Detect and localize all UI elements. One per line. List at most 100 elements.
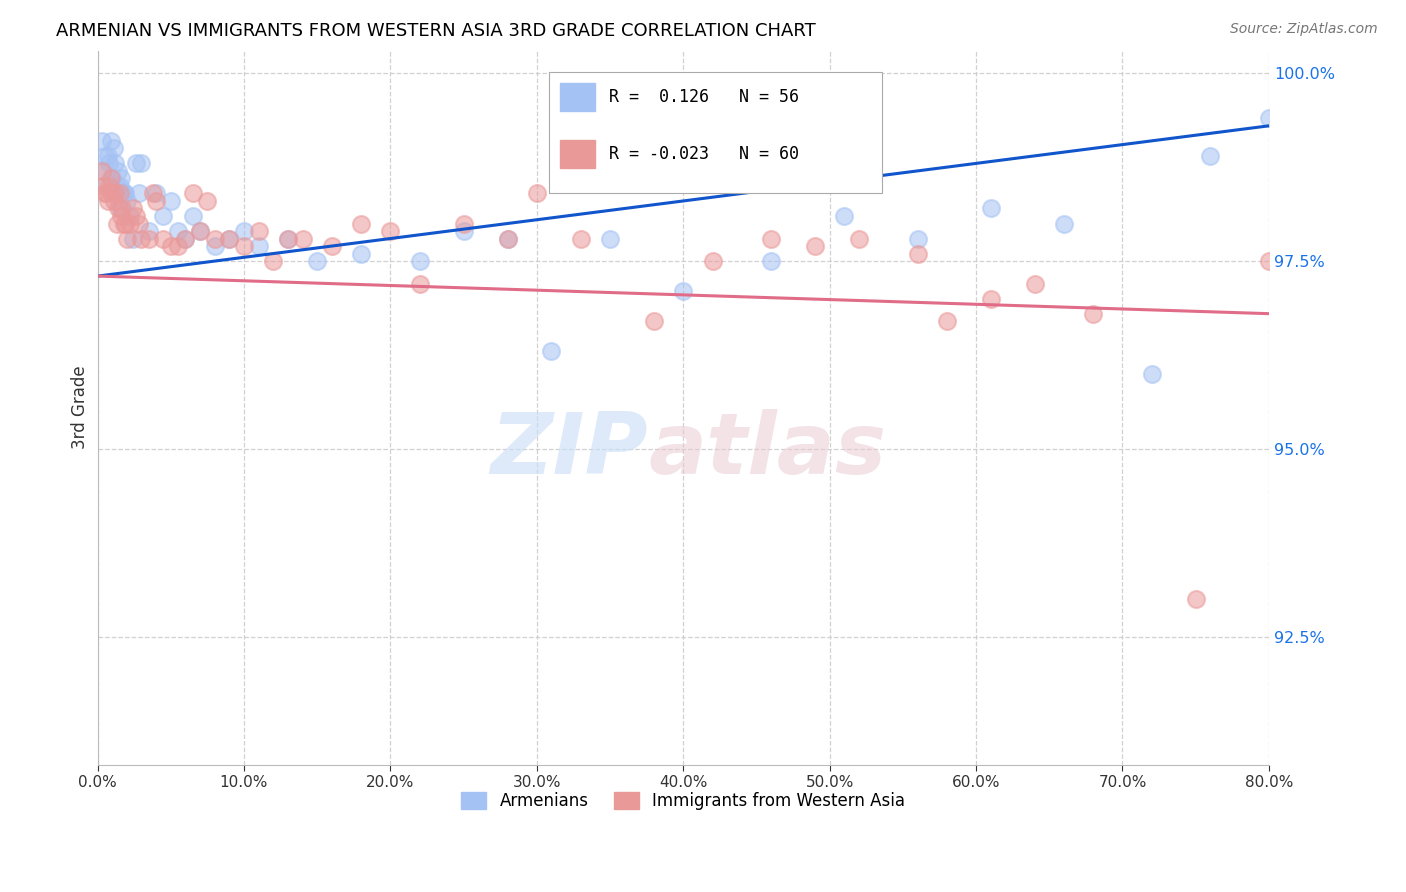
Point [103, 141, 125, 155]
Point [100, 134, 122, 148]
Point [569, 231, 592, 245]
Point [181, 186, 204, 201]
Point [174, 231, 197, 245]
Point [262, 254, 284, 268]
Point [91, 134, 114, 148]
Point [98, 178, 121, 193]
Point [453, 224, 475, 238]
Point [111, 186, 134, 201]
Point [110, 171, 132, 186]
Point [907, 246, 929, 260]
Point [114, 186, 136, 201]
Legend: Armenians, Immigrants from Western Asia: Armenians, Immigrants from Western Asia [454, 785, 911, 817]
Point [247, 224, 270, 238]
Point [321, 239, 343, 253]
Point [526, 186, 548, 201]
Point [121, 202, 143, 216]
Point [277, 231, 299, 245]
Point [759, 231, 782, 245]
Point [1257, 112, 1279, 126]
Point [128, 217, 150, 231]
Point [197, 194, 219, 208]
Point [107, 202, 129, 216]
Point [124, 156, 146, 170]
Point [112, 217, 135, 231]
Point [540, 344, 562, 359]
FancyBboxPatch shape [560, 140, 595, 169]
Point [980, 292, 1002, 306]
Point [159, 239, 181, 253]
Point [142, 186, 165, 201]
Point [138, 224, 160, 238]
Point [101, 186, 124, 201]
Point [935, 314, 957, 328]
Point [114, 217, 136, 231]
Point [111, 202, 134, 216]
Point [496, 231, 519, 245]
Point [188, 224, 211, 238]
Point [167, 224, 190, 238]
Point [124, 209, 146, 223]
Point [233, 224, 256, 238]
Point [307, 254, 329, 268]
Point [96, 178, 118, 193]
Point [204, 231, 226, 245]
Point [277, 231, 299, 245]
Point [112, 186, 135, 201]
Point [115, 194, 138, 208]
Point [1257, 254, 1279, 268]
Point [152, 231, 174, 245]
Point [1184, 592, 1206, 607]
Point [204, 239, 226, 253]
Point [291, 231, 314, 245]
Point [408, 277, 430, 291]
Point [174, 231, 197, 245]
Point [91, 164, 114, 178]
Point [907, 231, 929, 245]
Point [643, 314, 665, 328]
Point [159, 194, 181, 208]
Point [247, 239, 270, 253]
Point [94, 186, 117, 201]
Text: Source: ZipAtlas.com: Source: ZipAtlas.com [1230, 22, 1378, 37]
Point [131, 231, 153, 245]
Point [93, 178, 115, 193]
Point [96, 186, 118, 201]
Point [145, 194, 167, 208]
Text: ARMENIAN VS IMMIGRANTS FROM WESTERN ASIA 3RD GRADE CORRELATION CHART: ARMENIAN VS IMMIGRANTS FROM WESTERN ASIA… [56, 22, 815, 40]
Point [105, 217, 128, 231]
Point [145, 186, 167, 201]
Text: ZIP: ZIP [491, 409, 648, 491]
Point [131, 156, 153, 170]
Point [181, 209, 204, 223]
Point [108, 202, 131, 216]
Point [496, 231, 519, 245]
Point [93, 164, 115, 178]
Point [97, 194, 120, 208]
Point [97, 149, 120, 163]
Point [100, 171, 122, 186]
Point [101, 186, 124, 201]
Text: R = -0.023   N = 60: R = -0.023 N = 60 [609, 145, 800, 163]
Point [118, 209, 141, 223]
Point [599, 231, 621, 245]
Point [108, 178, 131, 193]
Point [1024, 277, 1046, 291]
Point [702, 254, 724, 268]
Point [1053, 217, 1076, 231]
Point [98, 156, 121, 170]
Point [350, 217, 373, 231]
Point [848, 231, 870, 245]
FancyBboxPatch shape [560, 83, 595, 112]
Point [167, 239, 190, 253]
Point [121, 231, 143, 245]
Point [101, 171, 124, 186]
Point [1375, 254, 1398, 268]
Point [104, 156, 127, 170]
Point [188, 224, 211, 238]
Point [350, 246, 373, 260]
Point [453, 217, 475, 231]
Point [759, 254, 782, 268]
Text: atlas: atlas [648, 409, 886, 491]
Point [672, 284, 695, 298]
